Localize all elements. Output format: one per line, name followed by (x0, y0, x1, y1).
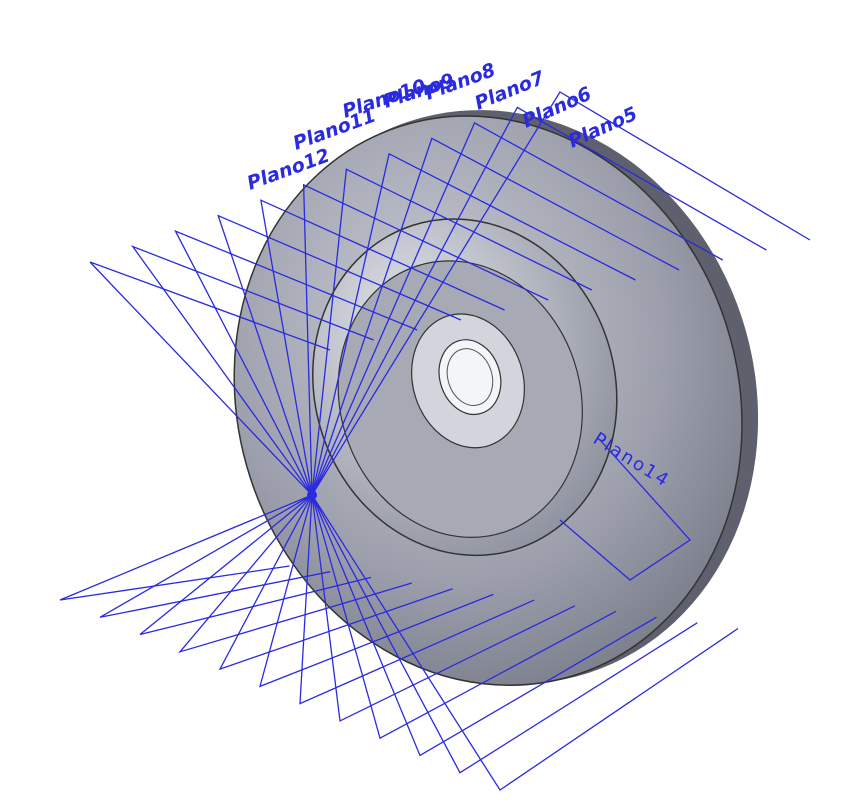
bore-edge (446, 348, 494, 406)
bore (438, 339, 502, 415)
plane-outline (559, 439, 691, 581)
impeller (233, 110, 759, 686)
plane-hub (307, 490, 317, 500)
